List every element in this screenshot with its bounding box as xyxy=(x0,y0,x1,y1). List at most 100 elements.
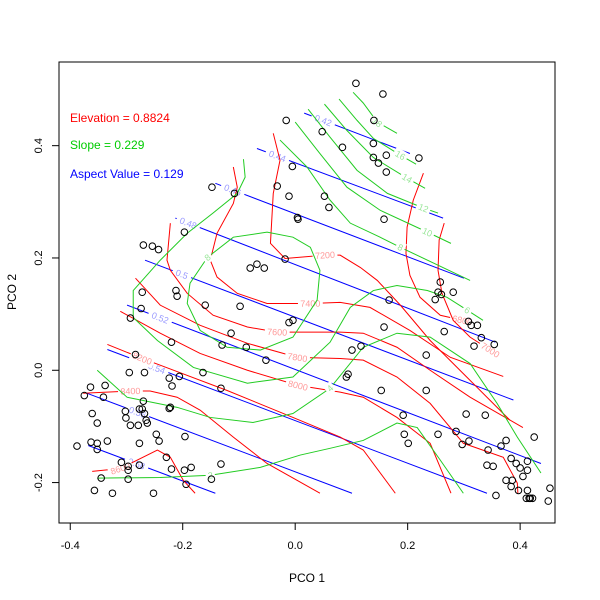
site-point xyxy=(385,296,393,304)
site-point xyxy=(99,393,108,402)
site-point xyxy=(502,476,510,485)
site-point xyxy=(338,143,347,152)
slope-contour-label-group: 14 xyxy=(398,169,417,187)
y-axis-label: PCO 2 xyxy=(5,274,19,310)
site-point xyxy=(526,494,535,503)
site-point xyxy=(519,472,527,481)
site-point xyxy=(294,215,302,224)
slope-contour-label-group: 6 xyxy=(460,303,475,318)
site-point xyxy=(139,241,148,249)
site-point xyxy=(148,242,157,250)
slope-contour-label: 16 xyxy=(393,149,407,163)
slope-contour-label-group: 8 xyxy=(393,240,407,255)
site-point xyxy=(154,245,163,254)
site-point xyxy=(134,421,143,430)
site-point xyxy=(348,346,356,354)
slope-contour-label: 14 xyxy=(400,172,414,186)
elevation-contour-label-bg xyxy=(128,348,156,369)
elevation-contour-label-group: 7200 xyxy=(312,248,338,262)
slope-contour-label: 8 xyxy=(203,252,213,263)
elevation-contour-label: 8400 xyxy=(120,386,140,397)
slope-contour-label: 12 xyxy=(417,202,430,215)
site-point xyxy=(108,489,117,498)
site-point xyxy=(125,368,134,377)
site-point xyxy=(93,419,102,427)
site-point xyxy=(140,368,149,377)
slope-contour-label: 4 xyxy=(325,383,336,394)
site-point xyxy=(217,384,225,393)
site-point xyxy=(135,461,144,469)
site-point xyxy=(273,182,281,190)
site-point xyxy=(131,350,140,359)
elevation-contour-7000 xyxy=(437,223,491,351)
site-point xyxy=(162,453,171,462)
site-point xyxy=(437,290,446,299)
x-tick-label: -0.4 xyxy=(61,540,80,552)
site-point xyxy=(514,486,523,495)
site-point xyxy=(399,411,407,419)
site-point xyxy=(288,162,297,171)
site-point xyxy=(379,90,387,98)
aspect-contour-0.54 xyxy=(107,349,488,494)
aspect-contour-0.5 xyxy=(144,259,514,401)
elevation-contour-7400 xyxy=(209,166,504,377)
site-point xyxy=(492,491,500,500)
site-point xyxy=(285,192,293,201)
site-point xyxy=(422,351,431,359)
site-point xyxy=(512,459,520,468)
site-point xyxy=(93,445,102,454)
site-points xyxy=(73,79,554,505)
site-point xyxy=(523,486,532,495)
site-point xyxy=(370,116,378,125)
site-point xyxy=(415,154,423,162)
x-tick-label: -0.2 xyxy=(173,540,192,552)
site-point xyxy=(436,278,445,286)
slope-contour-label: 2 xyxy=(207,470,213,480)
slope-contour-label: 6 xyxy=(462,305,472,316)
site-point xyxy=(135,405,144,413)
aspect-contour-0.46 xyxy=(215,182,465,279)
site-point xyxy=(181,432,189,441)
site-point xyxy=(227,329,235,338)
site-point xyxy=(253,260,261,268)
site-point xyxy=(470,342,478,350)
aspect-contour-label-group: 0.56 xyxy=(123,402,151,422)
site-point xyxy=(544,497,553,505)
site-point xyxy=(126,314,135,322)
site-point xyxy=(199,368,207,377)
site-point xyxy=(93,439,102,448)
x-tick-label: 0.0 xyxy=(288,540,303,552)
site-point xyxy=(369,153,378,162)
elevation-contour-label-group: 7000 xyxy=(476,338,504,362)
site-point xyxy=(166,403,175,412)
site-point xyxy=(382,168,391,176)
aspect-contour-label-group: 0.5 xyxy=(170,265,193,283)
site-point xyxy=(86,383,95,391)
slope-contour-label-group: 2 xyxy=(205,469,216,482)
elevation-contour-label-bg xyxy=(312,248,338,262)
slope-contour-label-group: 8 xyxy=(200,250,215,265)
elevation-contour-label-group: 8400 xyxy=(117,385,143,397)
aspect-contour-label-bg xyxy=(174,213,202,233)
elevation-contour-7200 xyxy=(269,133,511,421)
site-point xyxy=(135,439,144,448)
site-point xyxy=(458,440,467,449)
site-point xyxy=(167,465,176,473)
slope-contour-label-bg xyxy=(393,240,407,255)
site-point xyxy=(208,183,216,192)
x-axis: -0.4 -0.2 0.0 0.2 0.4 xyxy=(61,522,528,552)
site-point xyxy=(207,475,216,484)
y-axis: -0.2 0.0 0.2 0.4 xyxy=(33,138,60,492)
site-point xyxy=(380,323,388,331)
site-point xyxy=(101,381,109,390)
y-tick-label: 0.4 xyxy=(33,138,45,153)
site-point xyxy=(473,321,482,330)
aspect-contour-label-bg xyxy=(170,265,193,283)
slope-contour-label-bg xyxy=(205,469,216,482)
slope-contour-4 xyxy=(96,332,542,474)
slope-contour-label-bg xyxy=(460,303,475,318)
site-point xyxy=(143,419,152,427)
site-point xyxy=(434,430,442,439)
site-point xyxy=(431,295,440,304)
site-point xyxy=(352,79,360,88)
